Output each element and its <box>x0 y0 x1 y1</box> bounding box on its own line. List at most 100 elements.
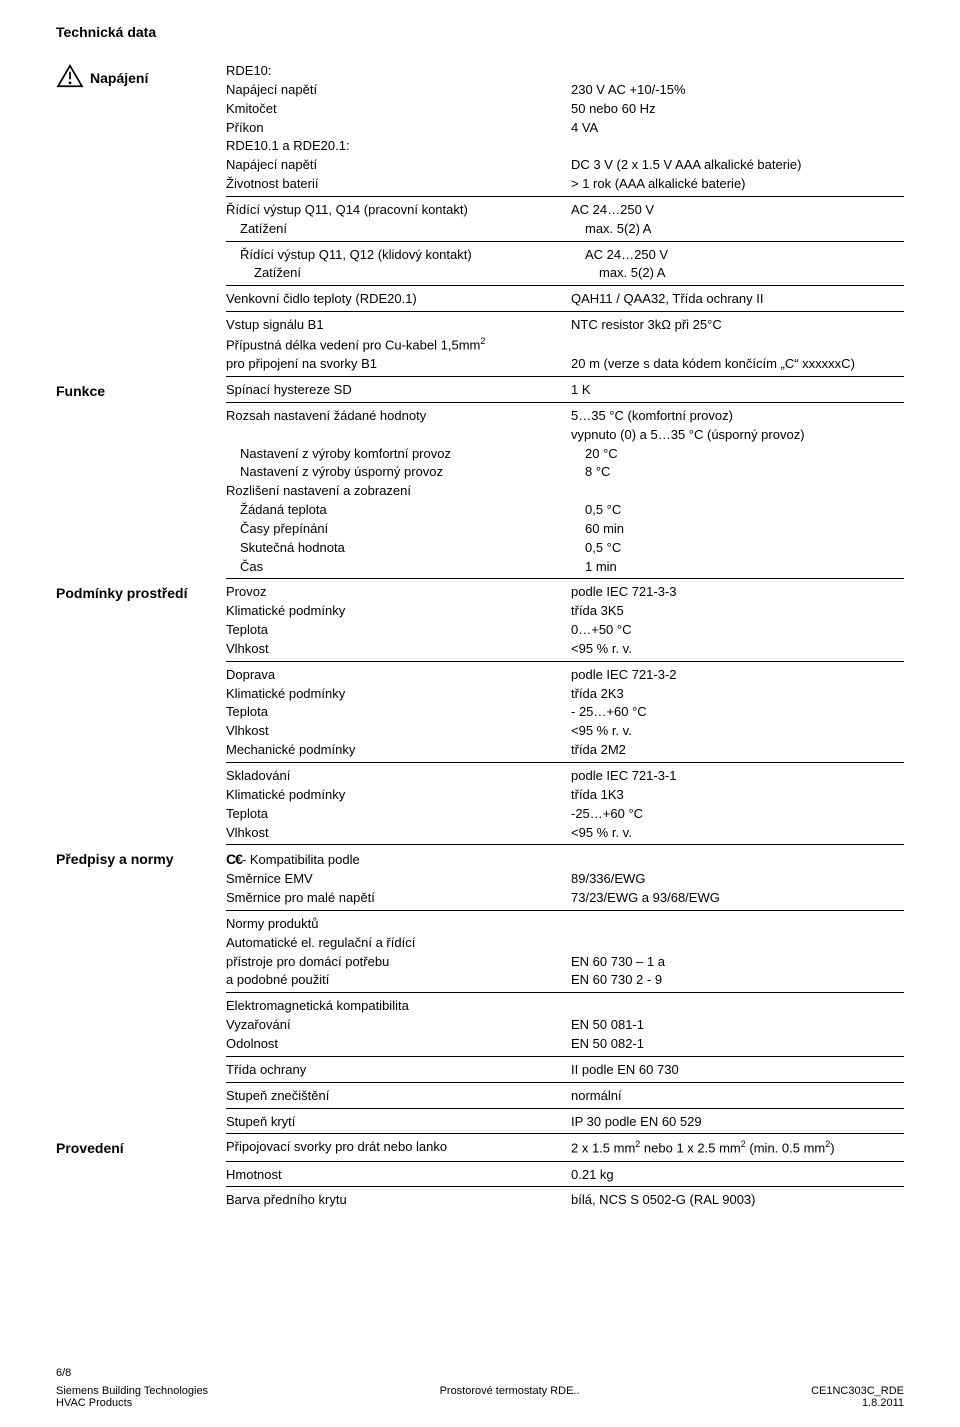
row-value: EN 50 081-1 <box>571 1016 904 1035</box>
row-value: třída 3K5 <box>571 602 904 621</box>
table-row: Nastavení z výroby úsporný provoz8 °C <box>226 463 904 482</box>
row-label: Teplota <box>226 805 571 824</box>
footer-right-line2: 1.8.2011 <box>811 1397 904 1409</box>
spacer <box>440 1373 580 1385</box>
row-label: Zatížení <box>226 220 585 239</box>
row-label: pro připojení na svorky B1 <box>226 355 571 374</box>
table-row: Teplota- 25…+60 °C <box>226 703 904 722</box>
row-value: třída 2K3 <box>571 685 904 704</box>
row-value <box>571 849 904 870</box>
rule <box>226 762 904 763</box>
section-heading-col: Předpisy a normy <box>56 849 226 1138</box>
row-label: C€- Kompatibilita podle <box>226 849 571 870</box>
table-row: Směrnice EMV89/336/EWG <box>226 870 904 889</box>
row-value <box>571 335 904 355</box>
table-row: Napájecí napětí230 V AC +10/-15% <box>226 81 904 100</box>
row-label: Vlhkost <box>226 824 571 843</box>
rule <box>226 402 904 403</box>
page-footer: 6/8 Siemens Building Technologies HVAC P… <box>56 1367 904 1409</box>
row-label: Barva předního krytu <box>226 1191 571 1210</box>
row-label: Stupeň krytí <box>226 1113 571 1132</box>
row-label: Spínací hystereze SD <box>226 381 571 400</box>
section-heading-col: Provedení <box>56 1138 226 1210</box>
row-value: 60 min <box>585 520 904 539</box>
row-value: - 25…+60 °C <box>571 703 904 722</box>
table-row: Časy přepínání60 min <box>226 520 904 539</box>
row-label: Provoz <box>226 583 571 602</box>
row-value <box>571 997 904 1016</box>
section-body-predpisy: C€- Kompatibilita podle Směrnice EMV89/3… <box>226 849 904 1138</box>
warning-heading: Napájení <box>56 64 226 91</box>
row-value: 230 V AC +10/-15% <box>571 81 904 100</box>
section-podminky: Podmínky prostředí Provozpodle IEC 721-3… <box>56 583 904 849</box>
row-label: Elektromagnetická kompatibilita <box>226 997 571 1016</box>
section-predpisy: Předpisy a normy C€- Kompatibilita podle… <box>56 849 904 1138</box>
row-value <box>571 482 904 501</box>
sup: 2 <box>480 336 485 346</box>
table-row: Směrnice pro malé napětí73/23/EWG a 93/6… <box>226 889 904 908</box>
table-row: Řídící výstup Q11, Q14 (pracovní kontakt… <box>226 201 904 220</box>
row-value: 4 VA <box>571 119 904 138</box>
row-label: Napájecí napětí <box>226 81 571 100</box>
footer-page-num: 6/8 <box>56 1367 208 1379</box>
section-body-podminky: Provozpodle IEC 721-3-3 Klimatické podmín… <box>226 583 904 849</box>
footer-left-line1: Siemens Building Technologies <box>56 1385 208 1397</box>
table-row: Přípustná délka vedení pro Cu-kabel 1,5m… <box>226 335 904 355</box>
table-row: Dopravapodle IEC 721-3-2 <box>226 666 904 685</box>
table-row: Elektromagnetická kompatibilita <box>226 997 904 1016</box>
row-value: <95 % r. v. <box>571 824 904 843</box>
label-text: - Kompatibilita podle <box>242 852 360 867</box>
row-label: Časy přepínání <box>226 520 585 539</box>
value-text: ) <box>830 1141 834 1156</box>
section-heading-provedeni: Provedení <box>56 1140 124 1156</box>
row-value: vypnuto (0) a 5…35 °C (úsporný provoz) <box>571 426 904 445</box>
row-value: 20 °C <box>585 445 904 464</box>
row-value: II podle EN 60 730 <box>571 1061 904 1080</box>
row-value: 0,5 °C <box>585 501 904 520</box>
table-row: a podobné použitíEN 60 730 2 - 9 <box>226 971 904 990</box>
table-row: Vlhkost<95 % r. v. <box>226 722 904 741</box>
rule <box>226 1161 904 1162</box>
row-value: 8 °C <box>585 463 904 482</box>
row-value: IP 30 podle EN 60 529 <box>571 1113 904 1132</box>
row-label: Klimatické podmínky <box>226 685 571 704</box>
rule <box>226 1108 904 1109</box>
row-value: AC 24…250 V <box>571 201 904 220</box>
table-row: Provozpodle IEC 721-3-3 <box>226 583 904 602</box>
row-label: Rozlišení nastavení a zobrazení <box>226 482 571 501</box>
row-label: Klimatické podmínky <box>226 786 571 805</box>
row-value: max. 5(2) A <box>599 264 904 283</box>
row-label: Řídící výstup Q11, Q12 (klidový kontakt) <box>226 246 585 265</box>
table-row: Skutečná hodnota0,5 °C <box>226 539 904 558</box>
row-value: > 1 rok (AAA alkalické baterie) <box>571 175 904 194</box>
table-row: Klimatické podmínkytřída 1K3 <box>226 786 904 805</box>
section-napajeni: Napájení RDE10: Napájecí napětí230 V AC … <box>56 62 904 381</box>
row-label: Životnost baterií <box>226 175 571 194</box>
rule <box>226 376 904 377</box>
table-row: Životnost baterií> 1 rok (AAA alkalické … <box>226 175 904 194</box>
row-label: Odolnost <box>226 1035 571 1054</box>
table-row: Venkovní čidlo teploty (RDE20.1)QAH11 / … <box>226 290 904 309</box>
table-row: Zatíženímax. 5(2) A <box>226 264 904 283</box>
table-row: Řídící výstup Q11, Q12 (klidový kontakt)… <box>226 246 904 265</box>
section-heading-podminky: Podmínky prostředí <box>56 585 187 601</box>
table-row: Skladovánípodle IEC 721-3-1 <box>226 767 904 786</box>
row-value: DC 3 V (2 x 1.5 V AAA alkalické baterie) <box>571 156 904 175</box>
row-label: Třída ochrany <box>226 1061 571 1080</box>
table-row: Spínací hystereze SD 1 K <box>226 381 904 400</box>
section-body-funkce: Spínací hystereze SD 1 K Rozsah nastaven… <box>226 381 904 583</box>
row-value: 0.21 kg <box>571 1166 904 1185</box>
row-label: Skutečná hodnota <box>226 539 585 558</box>
row-label: Automatické el. regulační a řídící <box>226 934 571 953</box>
section-body-napajeni: RDE10: Napájecí napětí230 V AC +10/-15%K… <box>226 62 904 381</box>
footer-left: 6/8 Siemens Building Technologies HVAC P… <box>56 1367 208 1409</box>
row-label: Vlhkost <box>226 722 571 741</box>
row-value <box>571 934 904 953</box>
row-label: Normy produktů <box>226 915 571 934</box>
row-label: Teplota <box>226 621 571 640</box>
table-row: Čas1 min <box>226 558 904 577</box>
row-label: Řídící výstup Q11, Q14 (pracovní kontakt… <box>226 201 571 220</box>
row-value <box>571 62 904 81</box>
row-value: 0…+50 °C <box>571 621 904 640</box>
row-label: Stupeň znečištění <box>226 1087 571 1106</box>
